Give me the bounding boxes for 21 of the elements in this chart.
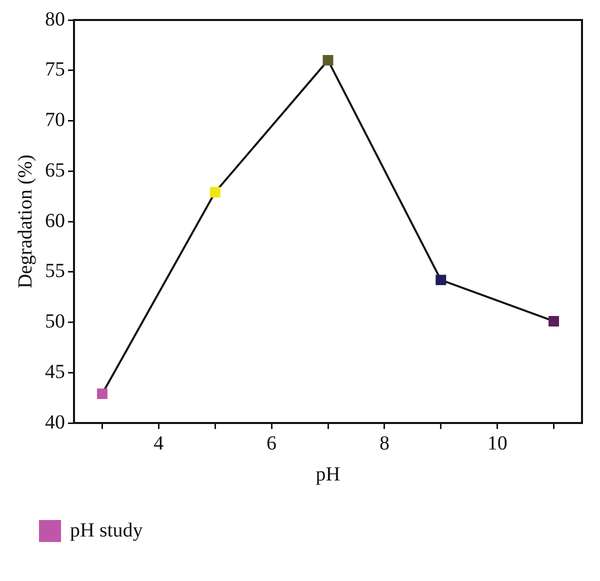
- y-tick-label: 55: [45, 260, 65, 282]
- x-tick-label: 4: [154, 432, 164, 454]
- y-tick-label: 40: [45, 411, 65, 434]
- point: [436, 274, 446, 286]
- y-tick-label: 80: [45, 8, 65, 30]
- y-axis-title: Degradation (%): [14, 154, 36, 288]
- x-tick-label: 10: [487, 432, 508, 454]
- y-tick-label: 70: [45, 109, 65, 131]
- point: [210, 187, 220, 198]
- x-axis-title: pH: [316, 463, 340, 486]
- y-tick-label: 65: [45, 159, 65, 182]
- legend-label: pH study: [70, 519, 143, 542]
- x-tick-label: 8: [379, 432, 390, 454]
- point: [322, 55, 334, 66]
- point: [548, 316, 560, 326]
- y-tick-label: 50: [45, 310, 65, 332]
- y-tick-label: 75: [45, 58, 65, 81]
- y-tick-label: 60: [45, 210, 65, 232]
- x-tick-label: 6: [266, 432, 277, 454]
- y-tick-label: 45: [45, 360, 65, 383]
- point: [96, 388, 108, 400]
